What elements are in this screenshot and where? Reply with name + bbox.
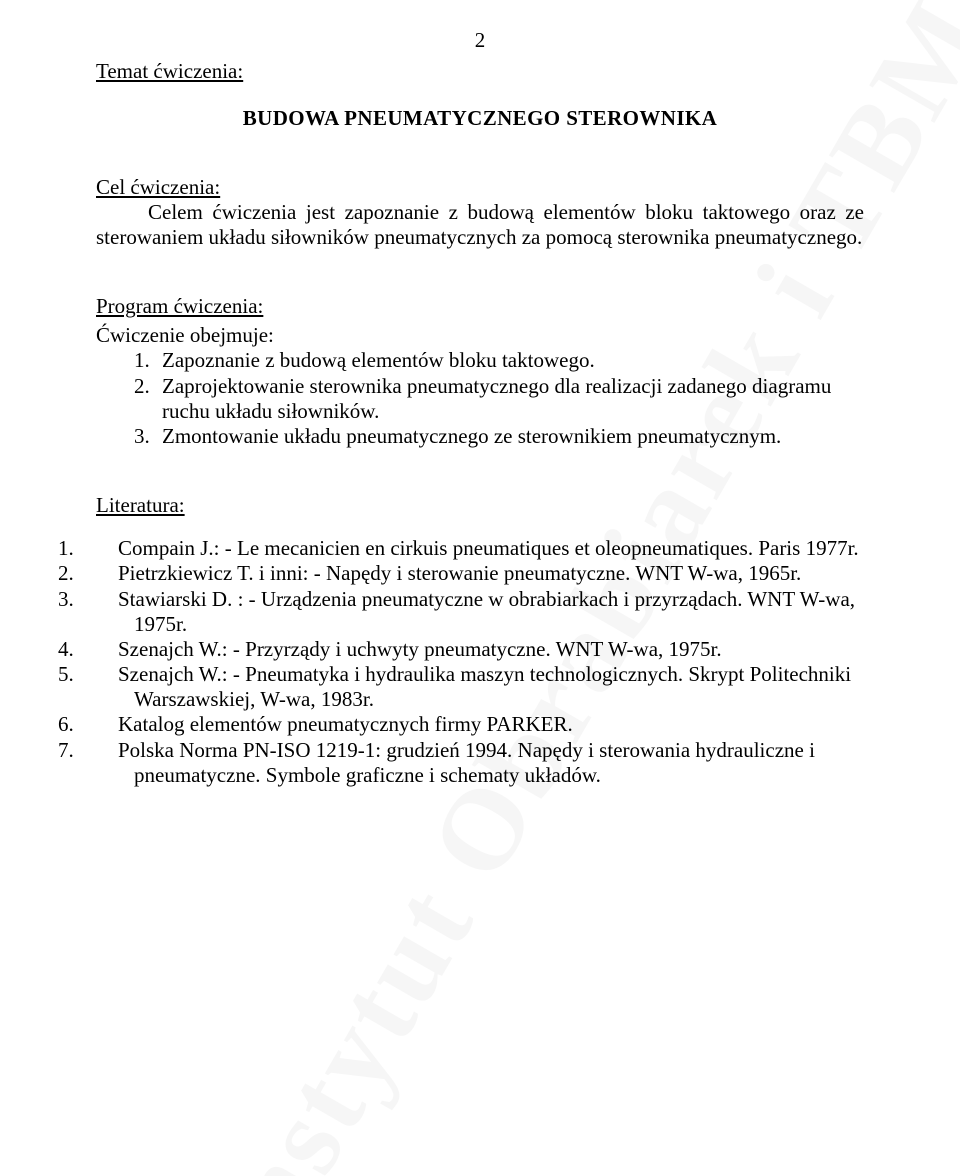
- reference-number: 5.: [96, 662, 118, 687]
- reference-number: 3.: [96, 587, 118, 612]
- list-item: 2.Zaprojektowanie sterownika pneumatyczn…: [96, 374, 864, 424]
- goal-paragraph: Celem ćwiczenia jest zapoznanie z budową…: [96, 200, 864, 250]
- program-intro: Ćwiczenie obejmuje:: [96, 323, 864, 348]
- reference-text: Pietrzkiewicz T. i inni: - Napędy i ster…: [118, 561, 801, 585]
- list-item-number: 1.: [96, 348, 162, 373]
- literature-section: Literatura: 1. Compain J.: - Le mecanici…: [96, 493, 864, 788]
- reference-item: 7. Polska Norma PN-ISO 1219-1: grudzień …: [96, 738, 864, 788]
- reference-number: 1.: [96, 536, 118, 561]
- list-item-text: Zapoznanie z budową elementów bloku takt…: [162, 348, 864, 373]
- reference-item: 2. Pietrzkiewicz T. i inni: - Napędy i s…: [96, 561, 864, 586]
- program-section: Program ćwiczenia: Ćwiczenie obejmuje: 1…: [96, 294, 864, 449]
- reference-number: 2.: [96, 561, 118, 586]
- reference-text: Compain J.: - Le mecanicien en cirkuis p…: [118, 536, 859, 560]
- page-number: 2: [96, 28, 864, 53]
- reference-number: 4.: [96, 637, 118, 662]
- page-content: 2 Temat ćwiczenia: BUDOWA PNEUMATYCZNEGO…: [96, 28, 864, 788]
- reference-text: Szenajch W.: - Przyrządy i uchwyty pneum…: [118, 637, 722, 661]
- reference-text: Szenajch W.: - Pneumatyka i hydraulika m…: [118, 662, 851, 711]
- topic-label: Temat ćwiczenia:: [96, 59, 243, 83]
- list-item-number: 3.: [96, 424, 162, 449]
- program-label: Program ćwiczenia:: [96, 294, 864, 319]
- document-title: BUDOWA PNEUMATYCZNEGO STEROWNIKA: [96, 106, 864, 131]
- topic-label-row: Temat ćwiczenia:: [96, 59, 864, 84]
- reference-list: 1. Compain J.: - Le mecanicien en cirkui…: [96, 536, 864, 788]
- list-item: 1.Zapoznanie z budową elementów bloku ta…: [96, 348, 864, 373]
- list-item-number: 2.: [96, 374, 162, 399]
- goal-text: Celem ćwiczenia jest zapoznanie z budową…: [96, 200, 864, 250]
- reference-item: 6. Katalog elementów pneumatycznych firm…: [96, 712, 864, 737]
- reference-item: 1. Compain J.: - Le mecanicien en cirkui…: [96, 536, 864, 561]
- reference-item: 4. Szenajch W.: - Przyrządy i uchwyty pn…: [96, 637, 864, 662]
- reference-text: Stawiarski D. : - Urządzenia pneumatyczn…: [118, 587, 855, 636]
- reference-number: 6.: [96, 712, 118, 737]
- list-item: 3.Zmontowanie układu pneumatycznego ze s…: [96, 424, 864, 449]
- list-item-text: Zmontowanie układu pneumatycznego ze ste…: [162, 424, 864, 449]
- reference-item: 3. Stawiarski D. : - Urządzenia pneumaty…: [96, 587, 864, 637]
- reference-text: Katalog elementów pneumatycznych firmy P…: [118, 712, 573, 736]
- goal-label: Cel ćwiczenia:: [96, 175, 864, 200]
- reference-text: Polska Norma PN-ISO 1219-1: grudzień 199…: [118, 738, 815, 787]
- literature-label: Literatura:: [96, 493, 864, 518]
- program-list: 1.Zapoznanie z budową elementów bloku ta…: [96, 348, 864, 449]
- reference-item: 5. Szenajch W.: - Pneumatyka i hydraulik…: [96, 662, 864, 712]
- goal-section: Cel ćwiczenia: Celem ćwiczenia jest zapo…: [96, 175, 864, 250]
- reference-number: 7.: [96, 738, 118, 763]
- list-item-text: Zaprojektowanie sterownika pneumatyczneg…: [162, 374, 864, 424]
